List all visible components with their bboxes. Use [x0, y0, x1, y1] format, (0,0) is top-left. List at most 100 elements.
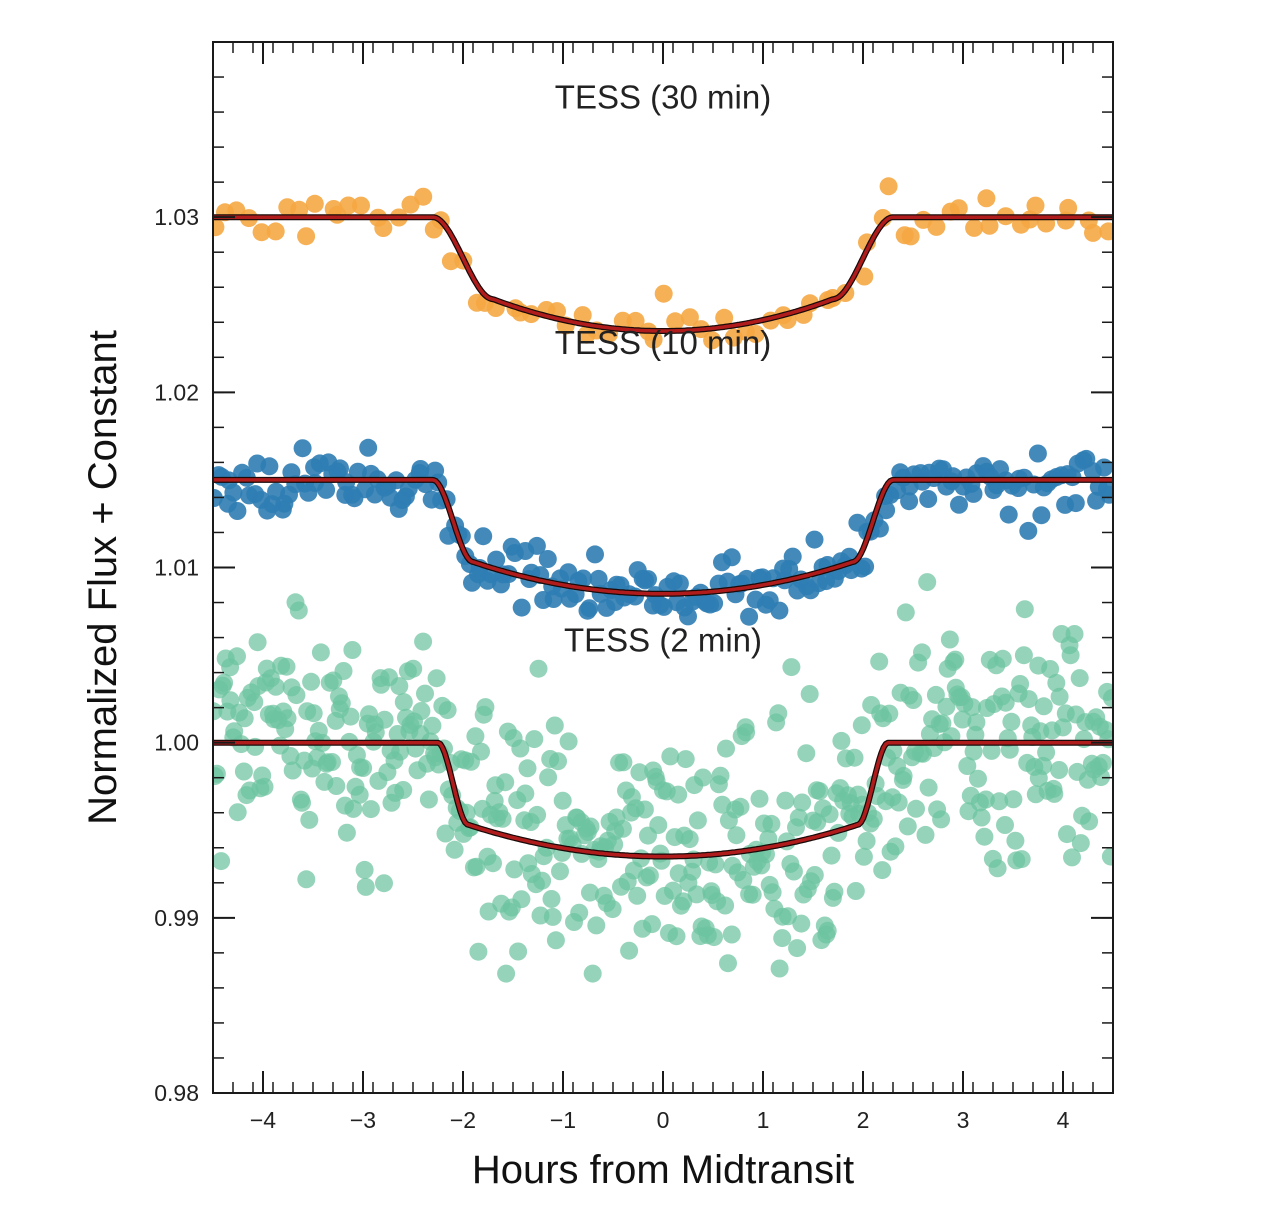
data-point [1019, 521, 1038, 540]
data-point [1100, 485, 1113, 504]
data-point [512, 598, 531, 617]
data-point [950, 495, 968, 514]
data-point [1099, 222, 1113, 241]
data-point [228, 803, 247, 822]
data-point [734, 871, 753, 889]
data-point [613, 311, 632, 330]
data-point [964, 742, 983, 761]
data-point [722, 925, 741, 944]
data-point [542, 890, 561, 908]
data-point [278, 709, 297, 728]
data-point [958, 757, 977, 775]
data-point [614, 753, 633, 772]
data-point [1012, 850, 1031, 869]
data-point [784, 862, 803, 881]
data-point [769, 704, 788, 723]
data-point [525, 730, 544, 749]
data-point [810, 782, 829, 801]
data-point [635, 800, 654, 819]
data-point [300, 810, 319, 829]
data-point [235, 709, 254, 728]
data-point [339, 196, 358, 215]
data-point [980, 216, 999, 235]
data-point [680, 308, 699, 327]
data-point [703, 331, 722, 350]
data-point [538, 550, 557, 568]
data-point [688, 811, 707, 830]
data-point [361, 800, 380, 819]
data-point [679, 607, 697, 626]
data-point [334, 662, 353, 680]
data-point [674, 892, 693, 911]
data-point [1028, 444, 1047, 463]
data-point [676, 750, 695, 769]
data-point [302, 672, 321, 691]
data-point [1034, 756, 1053, 775]
data-point [472, 742, 490, 761]
data-point [711, 766, 730, 785]
data-point [570, 903, 589, 922]
data-point [999, 505, 1018, 524]
data-point [1053, 718, 1072, 737]
data-point [907, 799, 925, 818]
data-point [305, 194, 324, 213]
data-point [870, 652, 889, 671]
data-point [497, 964, 516, 983]
data-point [996, 816, 1014, 834]
x-tick-label: 3 [957, 1107, 970, 1133]
data-point [252, 223, 271, 242]
data-point [949, 199, 968, 218]
data-point [1080, 812, 1099, 831]
data-point [763, 883, 782, 902]
data-point [1014, 646, 1033, 665]
data-point [545, 716, 564, 735]
data-point [1034, 697, 1053, 716]
data-point [343, 641, 362, 659]
data-point [341, 707, 360, 726]
data-point [628, 886, 647, 905]
data-point [583, 964, 602, 983]
data-point [694, 768, 712, 787]
data-point [224, 483, 243, 502]
data-point [509, 942, 528, 961]
data-point [770, 959, 789, 978]
data-point [213, 764, 226, 783]
data-point [1094, 753, 1112, 772]
data-point [587, 916, 606, 935]
data-point [416, 684, 434, 703]
data-point [716, 896, 735, 915]
data-point [1015, 600, 1034, 619]
data-point [719, 954, 737, 973]
data-point [559, 732, 578, 751]
data-point [639, 570, 657, 589]
data-point [649, 816, 668, 835]
data-point [750, 789, 769, 808]
data-point [1045, 784, 1064, 803]
data-point [705, 928, 723, 947]
data-point [391, 742, 410, 761]
x-tick-label: −3 [350, 1107, 376, 1133]
data-point [896, 603, 915, 622]
data-point [1101, 847, 1113, 866]
data-point [722, 548, 741, 567]
data-point [889, 793, 908, 812]
data-point [946, 650, 965, 669]
data-point [937, 697, 956, 716]
data-point [297, 227, 316, 246]
data-point [773, 929, 792, 948]
data-point [727, 826, 746, 845]
data-point [528, 805, 547, 824]
data-point [436, 824, 455, 843]
data-point [344, 799, 363, 818]
data-point [1070, 669, 1089, 688]
data-point [969, 769, 987, 788]
data-point [805, 866, 824, 884]
y-tick-label: 1.02 [154, 379, 199, 405]
data-point [228, 647, 246, 666]
data-points-layer [213, 177, 1113, 983]
data-point [505, 860, 524, 879]
axis-ticks-layer: −4 −3 −2 −1 0 1 2 3 4 0.98 0.99 1.00 1.01 1.02 1.03 [154, 41, 1114, 1133]
data-point [737, 723, 756, 742]
data-point [469, 942, 488, 961]
data-point [1032, 506, 1051, 525]
